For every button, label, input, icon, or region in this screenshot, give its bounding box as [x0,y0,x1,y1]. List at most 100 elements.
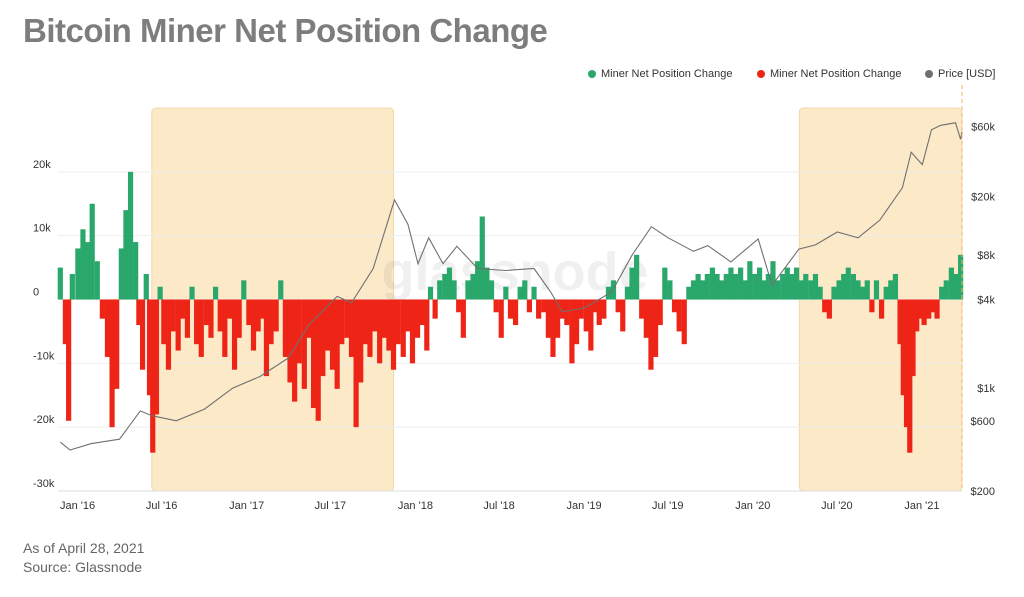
legend-positive-swatch [588,70,596,78]
bar-negative [555,299,561,338]
bar-negative [588,299,594,351]
bar-negative [250,299,257,351]
x-tick-label: Jul '17 [315,500,346,512]
bar-negative [273,299,279,332]
bar-negative [400,299,406,357]
bar-negative [592,299,599,313]
bar-negative [671,299,678,313]
x-tick-label: Jan '20 [735,500,770,512]
bar-positive [629,267,635,300]
bar-positive [484,267,490,300]
bar-negative [367,299,373,357]
y-left-tick-label: -20k [33,414,55,426]
bar-positive [241,280,247,300]
bar-negative [921,299,927,326]
bar-negative [255,299,261,332]
y-right-tick-label: $60k [971,121,995,133]
bar-negative [231,299,238,370]
bar-negative [414,299,421,338]
bar-positive [427,286,434,300]
bar-positive [770,261,776,300]
bar-negative [460,299,466,338]
bar-negative [146,299,153,396]
bar-positive [189,286,195,300]
bar-positive [836,280,842,300]
bar-positive [80,229,86,300]
bar-positive [157,286,163,300]
bar-negative [826,299,832,319]
bar-positive [278,280,284,300]
bar-negative [246,299,252,326]
bar-negative [869,299,875,313]
bar-negative [329,299,336,370]
bar-positive [437,280,443,300]
legend-item-negative[interactable]: Miner Net Position Change [757,68,901,80]
bar-positive [624,286,630,300]
bar-negative [198,299,204,357]
bar-positive [883,286,889,300]
bar-positive [84,242,91,300]
bar-negative [493,299,499,313]
bar-positive [738,267,744,300]
legend-positive-label: Miner Net Position Change [601,68,733,80]
x-tick-label: Jul '20 [821,500,852,512]
bar-positive [798,280,804,300]
x-tick-label: Jan '16 [60,500,95,512]
bar-negative [184,299,190,338]
bar-negative [676,299,682,332]
bar-negative [114,299,120,389]
legend-price-swatch [925,70,933,78]
legend-price-label: Price [USD] [938,68,996,80]
bar-negative [353,299,359,428]
bar-positive [470,273,476,300]
bar-negative [372,299,378,332]
bar-negative [208,299,214,338]
bar-positive [123,210,129,300]
bar-negative [315,299,321,421]
bar-positive [780,273,786,300]
x-tick-label: Jan '17 [229,500,264,512]
bar-positive [958,254,964,300]
bar-negative [320,299,326,377]
watermark: glassnode [381,242,648,302]
bar-negative [282,299,288,357]
bar-negative [136,299,142,326]
bar-negative [395,299,401,345]
bar-negative [643,299,649,338]
bar-positive [948,267,954,300]
bar-negative [878,299,885,319]
bar-negative [263,299,270,377]
bar-negative [639,299,645,319]
bar-positive [517,286,523,300]
bar-negative [236,299,242,338]
bar-positive [723,273,729,300]
bar-negative [432,299,438,319]
y-right-tick-label: $600 [971,416,995,428]
legend-item-price[interactable]: Price [USD] [925,68,995,80]
bar-positive [531,286,537,300]
bar-positive [841,273,847,300]
bar-negative [348,299,355,357]
bar-positive [69,273,75,300]
bar-negative [917,299,923,319]
axes: Jan '16 Jul '16 Jan '17 Jul '17 Jan '18 Jul '… [33,121,995,512]
bar-positive [143,273,149,300]
bar-negative [324,299,331,351]
bar-positive [709,267,716,300]
bar-negative [301,299,307,389]
bar-positive [761,280,767,300]
bar-positive [793,267,800,300]
legend-item-positive[interactable]: Miner Net Position Change [588,68,732,80]
bar-positive [213,286,219,300]
bar-positive [850,273,856,300]
bar-negative [512,299,519,326]
bar-positive [465,280,471,300]
bar-negative [306,299,312,338]
bar-negative [545,299,551,338]
bar-positive [662,267,668,300]
bar-positive [667,280,673,300]
bar-positive [775,280,781,300]
bar-negative [310,299,317,409]
bar-negative [536,299,542,319]
